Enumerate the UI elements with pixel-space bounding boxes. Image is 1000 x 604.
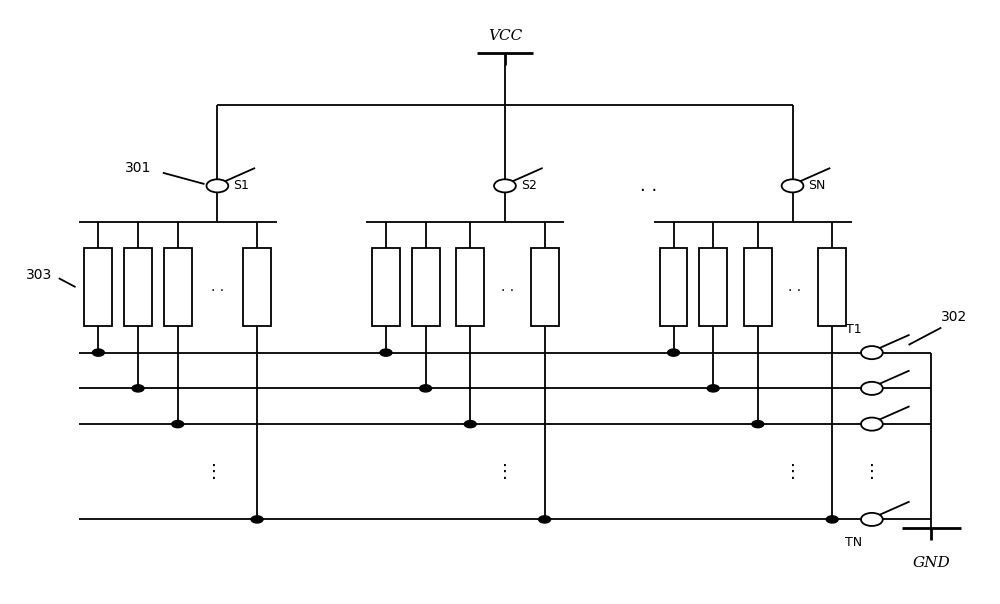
Circle shape	[251, 516, 263, 523]
Bar	[660, 248, 687, 326]
Text: ⋮: ⋮	[205, 463, 223, 481]
Bar	[456, 248, 484, 326]
Text: ⋮: ⋮	[496, 463, 514, 481]
Circle shape	[92, 349, 104, 356]
Text: . .: . .	[640, 177, 657, 195]
Text: TN: TN	[845, 536, 863, 549]
Text: SN: SN	[808, 179, 826, 192]
Bar	[818, 248, 846, 326]
Bar	[84, 248, 112, 326]
Text: T1: T1	[846, 323, 862, 336]
Bar	[243, 248, 271, 326]
Circle shape	[826, 516, 838, 523]
Circle shape	[668, 349, 679, 356]
Text: S1: S1	[233, 179, 249, 192]
Circle shape	[132, 385, 144, 392]
Text: ⋮: ⋮	[863, 463, 881, 481]
Bar	[531, 248, 559, 326]
Circle shape	[420, 385, 432, 392]
Circle shape	[172, 420, 184, 428]
Bar	[124, 248, 152, 326]
Circle shape	[380, 349, 392, 356]
Bar	[699, 248, 727, 326]
Circle shape	[464, 420, 476, 428]
Text: . .: . .	[501, 280, 514, 294]
Text: . .: . .	[211, 280, 224, 294]
Bar	[164, 248, 192, 326]
Circle shape	[539, 516, 551, 523]
Text: S2: S2	[521, 179, 537, 192]
Text: 303: 303	[26, 268, 52, 282]
Circle shape	[752, 420, 764, 428]
Text: ⋮: ⋮	[784, 463, 802, 481]
Text: 301: 301	[125, 161, 151, 175]
Bar	[744, 248, 772, 326]
Circle shape	[707, 385, 719, 392]
Text: . .: . .	[788, 280, 802, 294]
Text: GND: GND	[913, 556, 950, 570]
Text: VCC: VCC	[488, 29, 522, 43]
Bar	[372, 248, 400, 326]
Bar	[412, 248, 440, 326]
Text: 302: 302	[941, 310, 968, 324]
